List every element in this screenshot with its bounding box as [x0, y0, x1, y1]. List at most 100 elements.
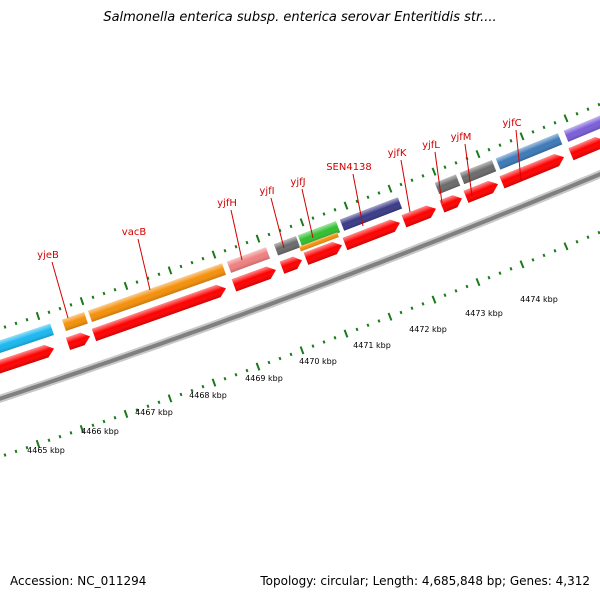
gene-label-yjfj: yjfJ: [290, 177, 305, 188]
upper-tick-mark: [311, 216, 315, 220]
gene-label-yjfi: yjfI: [259, 186, 274, 197]
feature-navy: [339, 197, 403, 231]
gene-leader-line: [352, 173, 364, 227]
upper-tick-mark: [157, 272, 161, 277]
upper-tick-mark: [519, 132, 525, 141]
gene-leader-line: [51, 261, 69, 319]
upper-tick-mark: [542, 125, 546, 130]
lower-tick-mark: [498, 271, 502, 275]
upper-tick-mark: [299, 218, 305, 227]
feature-grey: [273, 236, 301, 256]
lower-tick-mark: [267, 360, 271, 365]
lower-tick-mark: [366, 323, 370, 327]
lower-tick-band: [3, 230, 600, 457]
page-title: Salmonella enterica subsp. enterica sero…: [103, 10, 497, 25]
feature-cyan: [0, 323, 54, 356]
feature-steelblue-sheen: [495, 133, 563, 170]
lower-tick-mark: [255, 362, 261, 371]
lower-tick-mark: [234, 372, 238, 377]
cds-arrow: [231, 266, 276, 292]
lower-tick-mark: [190, 388, 194, 393]
scale-label: 4466 kbp: [81, 427, 119, 436]
cds-arrow-sheen: [0, 345, 55, 377]
cds-arrow-sheen: [463, 181, 499, 203]
lower-tick-mark: [223, 376, 227, 381]
feature-pink: [226, 247, 271, 273]
lower-tick-mark: [399, 310, 403, 315]
lower-tick-mark: [146, 404, 150, 408]
gene-label-yjfk: yjfK: [388, 148, 407, 159]
lower-tick-mark: [69, 431, 73, 435]
lower-tick-mark: [475, 278, 481, 287]
gene-label-yjfl: yjfL: [422, 140, 440, 151]
feature-grey: [434, 174, 461, 194]
lower-tick-mark: [343, 329, 349, 338]
lower-tick-mark: [542, 253, 546, 258]
upper-tick-mark: [245, 240, 249, 245]
upper-tick-mark: [366, 195, 370, 199]
scale-label: 4467 kbp: [135, 408, 173, 417]
feature-orange-sub: [299, 232, 339, 252]
feature-grey-sheen: [459, 160, 497, 185]
lower-tick-mark: [211, 378, 217, 387]
cds-arrow: [342, 219, 400, 251]
lower-tick-mark: [410, 306, 414, 310]
lower-tick-mark: [575, 240, 579, 244]
lower-tick-mark: [14, 449, 18, 454]
feature-orange-sheen: [62, 312, 88, 331]
gene-label-yjeb: yjeB: [37, 250, 59, 261]
upper-tick-mark: [333, 208, 337, 212]
upper-tick-mark: [113, 287, 117, 292]
lower-tick-mark: [586, 235, 590, 239]
scale-label: 4465 kbp: [27, 446, 65, 455]
lower-tick-mark: [113, 415, 117, 420]
feature-pink-sheen: [226, 247, 271, 273]
upper-tick-mark: [443, 165, 447, 169]
upper-tick-band: [3, 102, 600, 329]
feature-grey: [459, 160, 497, 185]
upper-tick-mark: [167, 266, 173, 275]
gene-label-sen4138: SEN4138: [326, 162, 372, 173]
lower-tick-mark: [25, 445, 29, 450]
upper-tick-mark: [575, 112, 579, 116]
lower-tick-mark: [35, 439, 41, 449]
lower-tick-mark: [157, 400, 161, 405]
upper-tick-mark: [431, 167, 437, 176]
upper-tick-mark: [123, 281, 129, 291]
feature-purple-sheen: [563, 114, 600, 142]
scale-label: 4472 kbp: [409, 325, 447, 334]
upper-tick-mark: [14, 321, 18, 326]
cds-arrow-sheen: [91, 284, 226, 342]
lower-tick-mark: [123, 409, 129, 419]
upper-tick-mark: [498, 143, 502, 147]
feature-green: [297, 221, 341, 247]
lower-tick-mark: [387, 312, 393, 321]
lower-tick-mark: [102, 419, 106, 424]
upper-tick-mark: [531, 130, 535, 134]
gene-leader-line: [270, 197, 285, 249]
feature-purple: [563, 114, 600, 142]
feature-orange: [62, 312, 88, 331]
lower-tick-mark: [311, 344, 315, 348]
upper-tick-mark: [79, 296, 85, 306]
lower-tick-mark: [201, 384, 205, 389]
cds-arrow: [463, 181, 499, 203]
gene-leader-line: [230, 209, 243, 261]
gene-label-yjfm: yjfM: [451, 132, 472, 143]
scale-label: 4471 kbp: [353, 341, 391, 350]
upper-tick-mark: [387, 184, 393, 193]
upper-tick-mark: [211, 250, 217, 259]
cds-arrow: [499, 154, 565, 189]
upper-tick-mark: [399, 182, 403, 187]
lower-tick-mark: [3, 453, 7, 457]
upper-tick-mark: [421, 174, 425, 178]
upper-tick-mark: [102, 291, 106, 296]
lower-tick-mark: [509, 267, 513, 271]
lower-tick-mark: [355, 327, 359, 332]
feature-orange-sub-sheen: [299, 232, 339, 252]
scale-label: 4470 kbp: [299, 357, 337, 366]
upper-tick-mark: [47, 310, 51, 315]
lower-tick-mark: [531, 258, 535, 262]
feature-orange-sheen: [88, 263, 226, 323]
